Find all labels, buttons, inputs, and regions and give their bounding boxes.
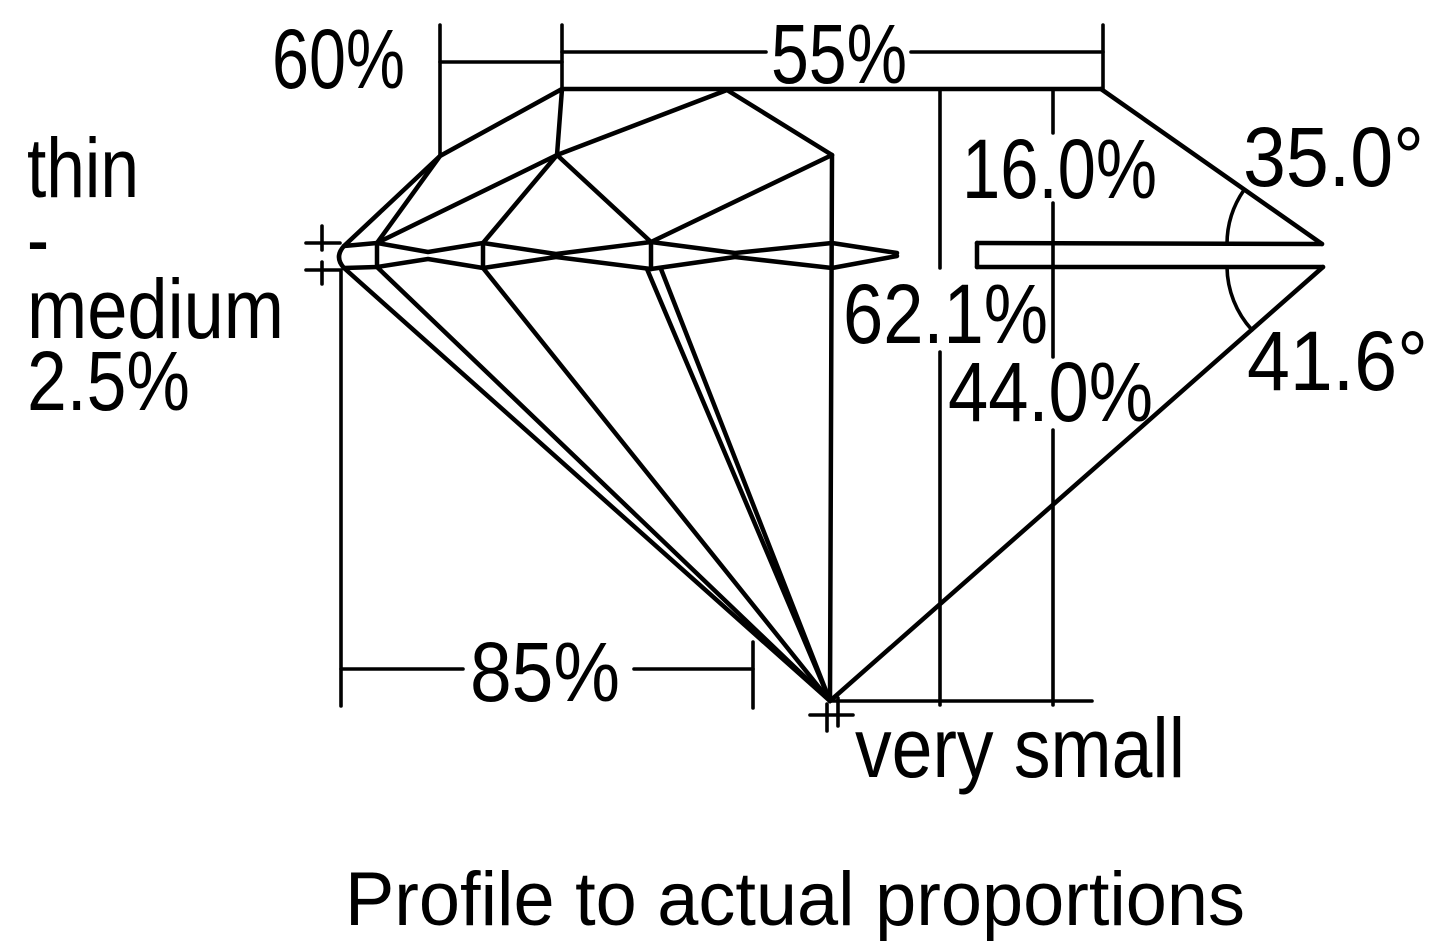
culet-size-label: very small (855, 701, 1185, 795)
crown-silhouette-right (1098, 86, 1325, 247)
girdle-thickness-word2: - (27, 192, 49, 286)
pavilion-depth-label: 44.0% (948, 345, 1153, 439)
girdle-tip-arc (336, 243, 347, 271)
pavilion-facet-line (374, 264, 833, 704)
crown-facet-line (554, 86, 565, 158)
total-depth-label: 62.1% (843, 267, 1048, 361)
pavilion-angle-label: 41.6° (1247, 314, 1428, 408)
pavilion-angle-arc (1225, 265, 1254, 332)
crown-facet-line (724, 87, 835, 158)
lower-girdle-length-label: 85% (470, 625, 620, 719)
crown-facet-line (480, 152, 560, 246)
crown-angle-label: 35.0° (1243, 110, 1424, 204)
crown-angle-arc (1225, 188, 1246, 246)
girdle-lower-edge (341, 253, 900, 272)
table-width-label: 55% (771, 7, 907, 101)
crown-facet-line (374, 153, 443, 246)
pavilion-silhouette-right (827, 264, 1326, 704)
culet-size-mark (808, 696, 855, 733)
girdle-thickness-word3: medium (27, 262, 284, 356)
crown-facet-line (554, 87, 730, 158)
pavilion-facet-line (658, 266, 833, 704)
pavilion-silhouette-left (341, 265, 833, 704)
girdle-edge-right-upper (974, 240, 1325, 247)
crown-height-label: 16.0% (962, 122, 1157, 216)
diamond-wireframe (336, 86, 1326, 704)
girdle-thickness-mark-upper (304, 224, 342, 252)
girdle-upper-edge (341, 239, 900, 257)
pavilion-facet-line (480, 265, 833, 704)
labels: 60% 55% 16.0% 35.0° 62.1% 44.0% 41.6° 85… (27, 7, 1428, 942)
crown-facet-line (554, 152, 654, 245)
diagram-title: Profile to actual proportions (345, 857, 1245, 942)
girdle-thickness-value: 2.5% (27, 334, 190, 428)
pavilion-main-edge (827, 152, 835, 704)
girdle-thickness-word1: thin (27, 121, 139, 215)
star-length-label: 60% (272, 12, 405, 106)
crown-facet-line (374, 152, 560, 246)
crown-facet-line (648, 152, 835, 245)
dimension-lines (304, 23, 1254, 733)
girdle-thickness-mark-lower (304, 260, 342, 286)
